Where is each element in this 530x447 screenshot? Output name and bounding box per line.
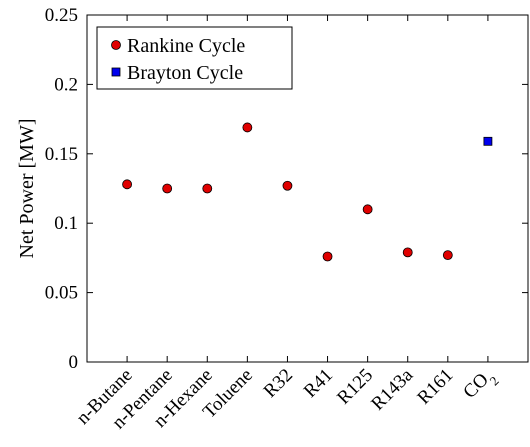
rankine-point: [122, 179, 132, 190]
y-tick-label: 0.05: [45, 283, 78, 304]
rankine-point: [242, 122, 253, 133]
legend-label: Brayton Cycle: [127, 62, 243, 84]
data-points: [122, 122, 493, 262]
rankine-point: [402, 247, 413, 258]
x-tick-label: R161: [413, 365, 457, 409]
x-tick-label: R143a: [367, 364, 417, 414]
x-tick-label: R41: [300, 365, 337, 402]
y-tick-label: 0.1: [54, 213, 78, 234]
y-tick-label: 0.2: [54, 74, 78, 95]
legend-rankine-marker: [111, 40, 121, 50]
y-tick-label: 0.25: [45, 5, 78, 26]
y-ticks: 0 0.05 0.1 0.15 0.2 0.25: [45, 5, 528, 373]
rankine-point: [322, 251, 333, 262]
y-tick-label: 0.15: [45, 144, 78, 165]
x-tick-label: CO2: [459, 365, 501, 407]
brayton-point: [483, 136, 493, 146]
rankine-point: [442, 250, 453, 261]
x-tick-label: R32: [260, 365, 297, 402]
legend: Rankine Cycle Brayton Cycle: [96, 26, 293, 90]
legend-label: Rankine Cycle: [127, 35, 245, 57]
y-tick-label: 0: [69, 352, 79, 373]
rankine-point: [282, 180, 293, 191]
rankine-point: [362, 204, 373, 215]
legend-box: [96, 26, 293, 90]
y-axis-label: Net Power [MW]: [16, 119, 38, 259]
legend-brayton-marker: [111, 67, 121, 77]
plot-frame: [86, 14, 529, 363]
rankine-point: [162, 183, 173, 194]
rankine-point: [202, 183, 213, 194]
